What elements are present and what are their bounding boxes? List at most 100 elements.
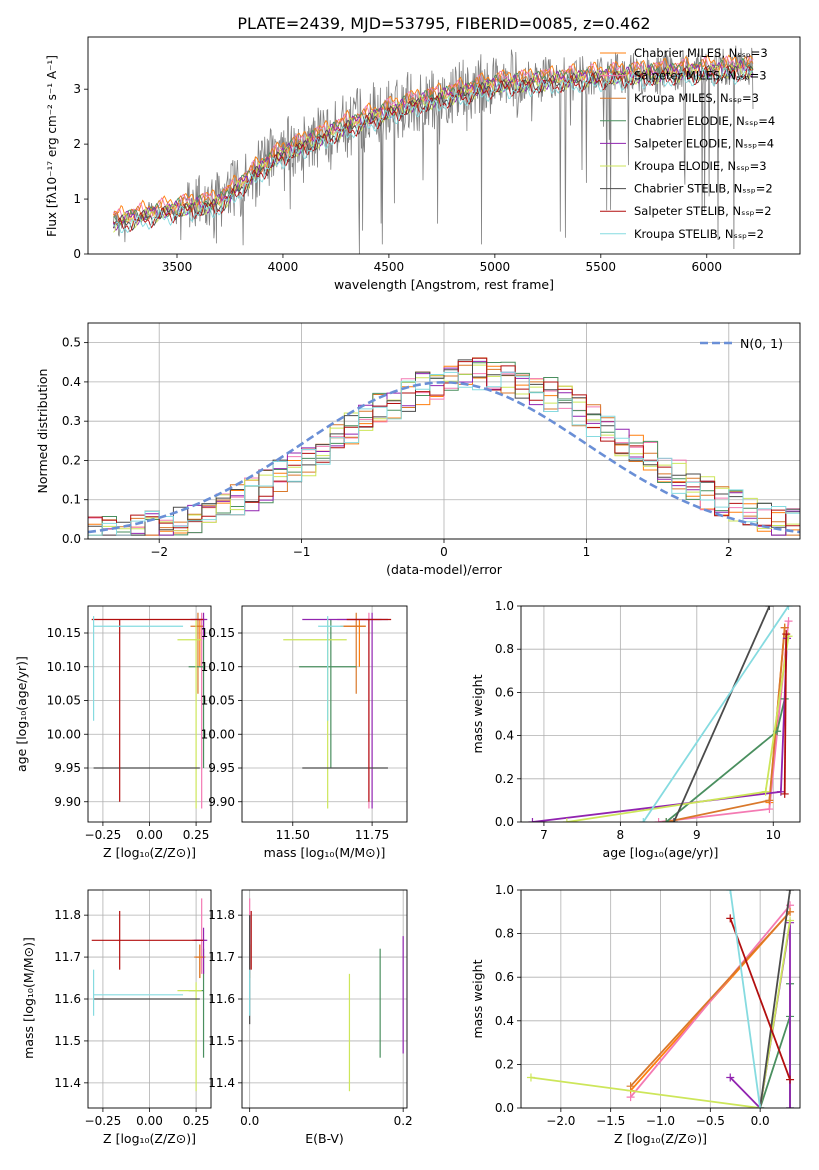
error-bar-point bbox=[177, 982, 202, 1092]
gaussian-curve bbox=[88, 380, 800, 534]
mass-weight-line bbox=[629, 911, 791, 1087]
y-tick-label: 10.00 bbox=[201, 727, 235, 741]
x-axis-label: E(B-V) bbox=[305, 1131, 344, 1146]
mass-weight-line bbox=[729, 917, 791, 1081]
x-tick-label: 2 bbox=[725, 545, 733, 559]
error-bar-point bbox=[92, 969, 184, 1016]
y-tick-label: 11.6 bbox=[54, 992, 81, 1006]
mass-weight-line bbox=[673, 606, 771, 822]
axes-frame bbox=[241, 605, 408, 823]
model-spectrum-line bbox=[113, 57, 754, 229]
y-tick-label: 0.4 bbox=[495, 729, 514, 743]
plot-area bbox=[112, 45, 754, 254]
mass-weight-vs-age-panel: 7 8 9 10 0.0 0.2 0.4 0.6 0.8 1.0 age [log₁₀(age/yr… bbox=[470, 599, 801, 860]
mass-weight-line bbox=[642, 606, 790, 822]
mass-weight-marker bbox=[784, 617, 793, 626]
x-tick-label: −2.0 bbox=[546, 1114, 575, 1128]
x-tick-label: 0.0 bbox=[240, 1114, 259, 1128]
plot-area bbox=[283, 612, 392, 809]
mass-weight-marker bbox=[786, 1104, 795, 1108]
model-spectrum-line bbox=[112, 64, 754, 231]
mass-weight-marker bbox=[526, 1073, 535, 1082]
axes-frame bbox=[87, 605, 212, 823]
mass-weight-marker bbox=[782, 630, 791, 639]
error-bar-point bbox=[92, 616, 184, 721]
legend-label: Salpeter STELIB, Nₛₛₚ=2 bbox=[634, 204, 772, 218]
y-tick-label: 9.90 bbox=[54, 795, 81, 809]
x-tick-label: −0.5 bbox=[696, 1114, 725, 1128]
y-tick-label: 10.15 bbox=[47, 626, 81, 640]
error-bar-point bbox=[177, 619, 202, 809]
y-tick-label: 0.2 bbox=[495, 1057, 514, 1071]
residual-histogram-step bbox=[88, 371, 800, 539]
mass-weight-marker bbox=[784, 606, 793, 610]
x-tick-label: 8 bbox=[617, 828, 625, 842]
y-tick-label: 0.4 bbox=[62, 375, 81, 389]
legend-label: Salpeter MILES, Nₛₛₚ=3 bbox=[634, 69, 767, 83]
model-spectrum-line bbox=[112, 59, 754, 231]
mass-weight-marker bbox=[786, 890, 795, 894]
mass-weight-line bbox=[729, 890, 761, 1108]
mass-weight-marker bbox=[761, 787, 770, 796]
mass-vs-metallicity-panel: −0.25 0.00 0.25 11.4 11.5 11.6 11.7 11.8 Z [log₁… bbox=[21, 889, 212, 1146]
residual-histogram-step bbox=[88, 359, 800, 539]
y-tick-label: 9.90 bbox=[208, 795, 235, 809]
axes-frame bbox=[520, 889, 801, 1109]
legend-label: Kroupa ELODIE, Nₛₛₚ=3 bbox=[634, 159, 767, 173]
mass-weight-marker bbox=[639, 818, 648, 822]
mass-weight-marker bbox=[528, 818, 537, 822]
x-tick-label: −0.25 bbox=[85, 828, 122, 842]
y-tick-label: 0.2 bbox=[495, 772, 514, 786]
y-tick-label: 10.10 bbox=[201, 660, 235, 674]
y-tick-label: 0.0 bbox=[62, 532, 81, 546]
x-tick-label: 6000 bbox=[691, 260, 722, 274]
mass-weight-marker bbox=[786, 1075, 795, 1084]
axes-frame bbox=[87, 36, 801, 255]
x-tick-label: 10 bbox=[766, 828, 781, 842]
x-tick-label: −1.5 bbox=[596, 1114, 625, 1128]
y-tick-label: 11.8 bbox=[208, 908, 235, 922]
x-tick-label: 3500 bbox=[162, 260, 193, 274]
mass-weight-marker bbox=[626, 1082, 635, 1091]
axes-frame bbox=[241, 889, 408, 1109]
mass-weight-line bbox=[759, 890, 791, 1108]
x-tick-label: 7 bbox=[540, 828, 548, 842]
plot-area bbox=[526, 890, 795, 1108]
y-tick-label: 0.6 bbox=[495, 685, 514, 699]
age-vs-metallicity-panel: −0.25 0.00 0.25 9.90 9.95 10.00 10.05 10.10 10.1… bbox=[14, 605, 212, 860]
chart-title: PLATE=2439, MJD=53795, FIBERID=0085, z=0… bbox=[237, 14, 650, 33]
y-tick-label: 9.95 bbox=[208, 761, 235, 775]
mass-weight-marker bbox=[765, 606, 774, 610]
x-tick-label: 0.25 bbox=[183, 828, 210, 842]
mass-weight-marker bbox=[765, 796, 774, 805]
axes-frame bbox=[87, 889, 212, 1109]
y-tick-label: 1.0 bbox=[495, 599, 514, 613]
axes-frame bbox=[520, 605, 801, 823]
mass-weight-marker bbox=[765, 805, 774, 814]
x-tick-label: 0.2 bbox=[394, 1114, 413, 1128]
mass-weight-marker bbox=[756, 1104, 765, 1108]
age-vs-mass-panel: 11.50 11.75 9.90 9.95 10.00 10.05 10.10 10.15 ma… bbox=[201, 605, 408, 860]
mass-weight-marker bbox=[669, 818, 678, 822]
x-tick-label: 0 bbox=[440, 545, 448, 559]
x-tick-label: 0.25 bbox=[183, 1114, 210, 1128]
legend-label: N(0, 1) bbox=[740, 336, 783, 351]
x-tick-label: 0.0 bbox=[751, 1114, 770, 1128]
model-spectrum-line bbox=[113, 62, 754, 233]
error-bar-point bbox=[190, 612, 204, 694]
y-tick-label: 9.95 bbox=[54, 761, 81, 775]
x-axis-label: wavelength [Angstrom, rest frame] bbox=[334, 277, 554, 292]
spectrum-panel: 3500 4000 4500 5000 5500 6000 0 1 2 3 wavelength [… bbox=[45, 36, 801, 292]
residual-histogram-step bbox=[88, 357, 800, 539]
y-tick-label: 0 bbox=[73, 247, 81, 261]
x-tick-label: −1.0 bbox=[646, 1114, 675, 1128]
y-axis-label: mass [log₁₀(M/M⊙)] bbox=[21, 937, 36, 1059]
mass-weight-line bbox=[530, 920, 791, 1108]
plot-area bbox=[249, 898, 404, 1092]
y-tick-label: 11.4 bbox=[54, 1076, 81, 1090]
y-tick-label: 0.3 bbox=[62, 414, 81, 428]
x-tick-label: 9 bbox=[693, 828, 701, 842]
y-tick-label: 0.5 bbox=[62, 336, 81, 350]
x-tick-label: 5500 bbox=[586, 260, 617, 274]
